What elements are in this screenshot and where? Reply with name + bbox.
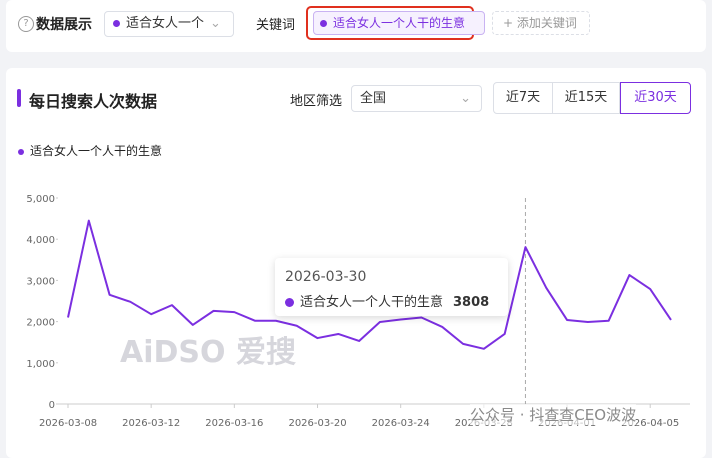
range-button[interactable]: 近7天 xyxy=(493,82,553,114)
y-tick-label: 3,000 xyxy=(26,276,55,287)
tooltip-title: 2026-03-30 xyxy=(285,269,367,285)
page: {"header": {"section_label": "数据展示", "dr… xyxy=(6,0,706,458)
section-label: 数据展示 xyxy=(36,17,92,33)
tooltip-row: 适合女人一个人干的生意 3808 xyxy=(285,291,489,310)
chart: AiDSO 爱搜 0 1,000 2,000 3,000 4,000 5,000 2026-… xyxy=(26,194,690,429)
x-tick-label: 2026-03-24 xyxy=(372,418,430,429)
keyword-tag-text: 适合女人一个人干的生意 xyxy=(333,16,466,30)
x-tick-label: 2026-04-05 xyxy=(621,418,679,429)
tooltip-series: 适合女人一个人干的生意 xyxy=(300,295,444,310)
card-title: 每日搜索人次数据 xyxy=(29,92,158,111)
range-button[interactable]: 近15天 xyxy=(552,82,620,114)
help-icon[interactable]: ? xyxy=(18,16,34,32)
region-select[interactable]: 全国 ⌄ xyxy=(351,85,482,112)
add-keyword-text: 添加关键词 xyxy=(516,16,577,30)
x-tick-label: 2026-03-16 xyxy=(205,418,263,429)
tooltip-value: 3808 xyxy=(453,295,490,310)
line xyxy=(67,219,672,350)
x-tick-label: 2026-03-20 xyxy=(288,418,346,429)
keyword-tag[interactable]: 适合女人一个人干的生意 xyxy=(313,11,485,35)
add-keyword[interactable]: + 添加关键词 xyxy=(492,11,590,35)
watermark: AiDSO 爱搜 xyxy=(120,335,296,370)
y-tick-label: 4,000 xyxy=(26,235,55,246)
y-tick-label: 2,000 xyxy=(26,318,55,329)
x-tick-label: 2026-03-08 xyxy=(39,418,97,429)
watermark: 公众号 · 抖查查CEO波波 xyxy=(470,404,637,425)
y-tick-label: 5,000 xyxy=(26,194,55,205)
dropdown[interactable]: 适合女人一个 ⌄ xyxy=(104,11,234,37)
region-label: 地区筛选 xyxy=(290,94,343,109)
dropdown-text: 适合女人一个 xyxy=(126,16,205,31)
legend-item[interactable]: 适合女人一个人干的生意 xyxy=(18,142,162,159)
region-value: 全国 xyxy=(360,91,387,106)
keyword-label: 关键词 xyxy=(256,18,296,33)
y-tick-label: 1,000 xyxy=(26,359,55,370)
range-button[interactable]: 近30天 xyxy=(620,82,691,114)
x-tick-label: 2026-03-12 xyxy=(122,418,180,429)
y-tick-label: 0 xyxy=(49,400,55,411)
legend-label: 适合女人一个人干的生意 xyxy=(30,144,163,158)
title-accent xyxy=(17,89,21,107)
tooltip: 2026-03-30 适合女人一个人干的生意 3808 xyxy=(275,258,508,316)
